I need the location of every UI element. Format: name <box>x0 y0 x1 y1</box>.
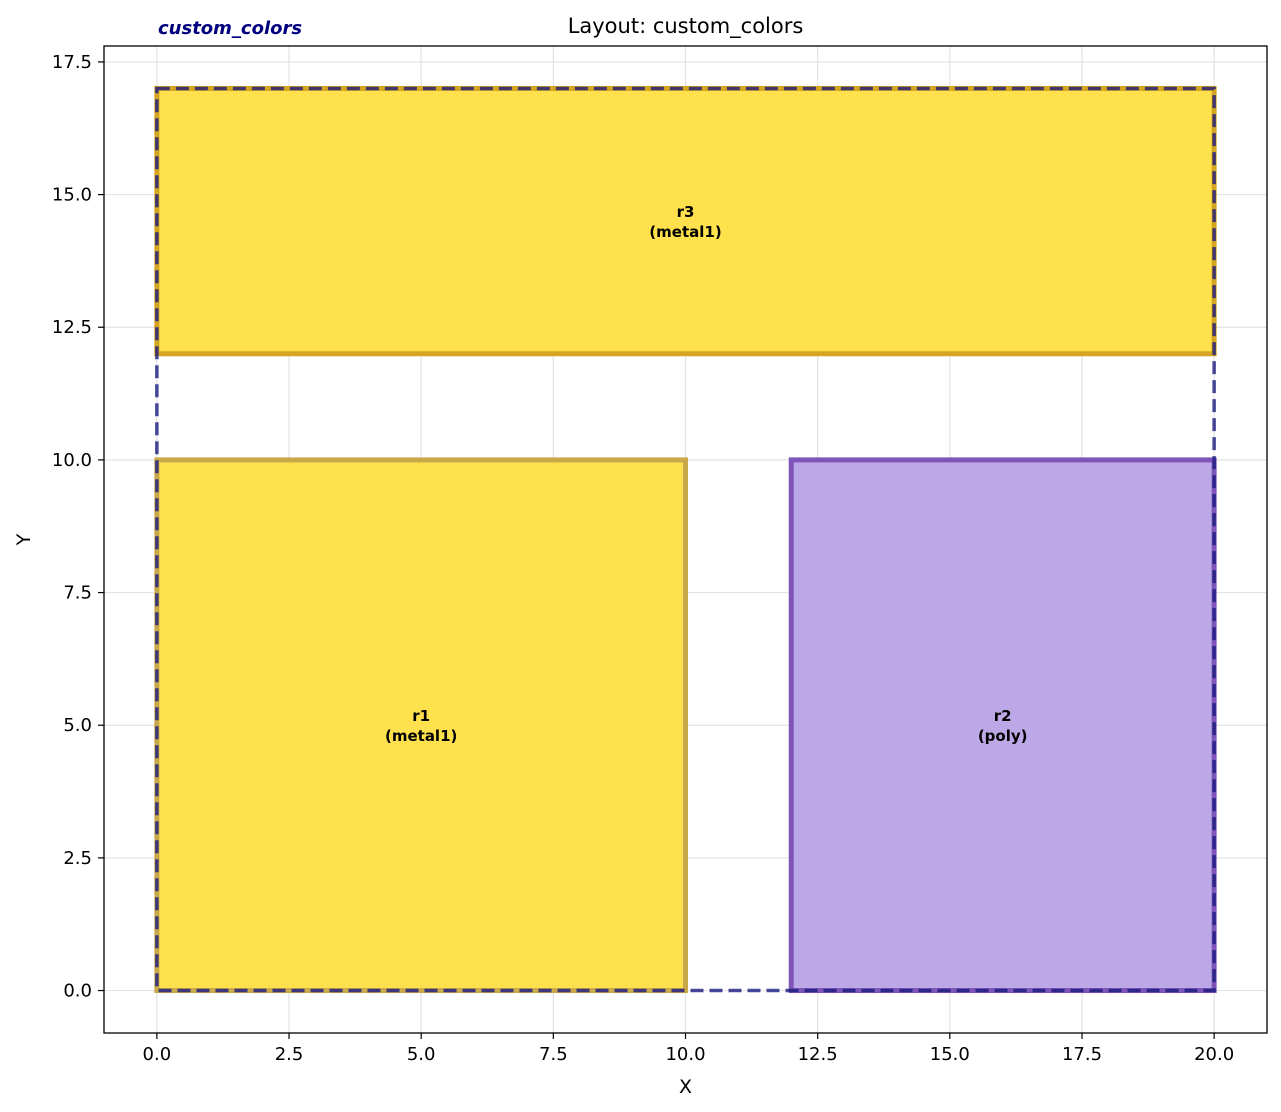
chart-title: Layout: custom_colors <box>568 14 804 39</box>
x-tick-label-3: 7.5 <box>539 1044 568 1065</box>
x-tick-label-8: 20.0 <box>1194 1044 1234 1065</box>
x-tick-label-4: 10.0 <box>665 1044 705 1065</box>
y-tick-label-7: 17.5 <box>52 52 92 73</box>
y-tick-label-1: 2.5 <box>63 848 92 869</box>
y-tick-label-5: 12.5 <box>52 317 92 338</box>
y-tick-label-4: 10.0 <box>52 450 92 471</box>
x-tick-label-0: 0.0 <box>143 1044 172 1065</box>
x-axis-label: X <box>679 1076 692 1098</box>
rect-labels: r1 (metal1) r2 (poly) r3 (metal1) <box>385 203 1028 745</box>
rect-label-r2: r2 (poly) <box>978 707 1028 745</box>
x-axis-ticks: 0.0 2.5 5.0 7.5 10.0 12.5 15.0 17.5 20.0 <box>143 1033 1234 1065</box>
y-tick-label-3: 7.5 <box>63 583 92 604</box>
layout-rects <box>154 85 1217 994</box>
x-tick-label-6: 15.0 <box>930 1044 970 1065</box>
bounding-box <box>155 86 1216 993</box>
bounding-box-outline <box>155 86 1216 993</box>
y-tick-label-0: 0.0 <box>63 981 92 1002</box>
rect-r2 <box>788 457 1217 994</box>
x-tick-label-7: 17.5 <box>1062 1044 1102 1065</box>
rect-label-r1: r1 (metal1) <box>385 707 457 745</box>
y-axis-label: Y <box>13 533 35 546</box>
rect-r1 <box>154 457 688 994</box>
x-tick-label-5: 12.5 <box>798 1044 838 1065</box>
y-tick-label-6: 15.0 <box>52 185 92 206</box>
rect-label-r3: r3 (metal1) <box>649 203 721 241</box>
x-tick-label-1: 2.5 <box>275 1044 304 1065</box>
y-tick-label-2: 5.0 <box>63 715 92 736</box>
x-tick-label-2: 5.0 <box>407 1044 436 1065</box>
y-axis-ticks: 0.0 2.5 5.0 7.5 10.0 12.5 15.0 17.5 <box>52 52 104 1002</box>
cell-name-tag: custom_colors <box>158 18 302 39</box>
